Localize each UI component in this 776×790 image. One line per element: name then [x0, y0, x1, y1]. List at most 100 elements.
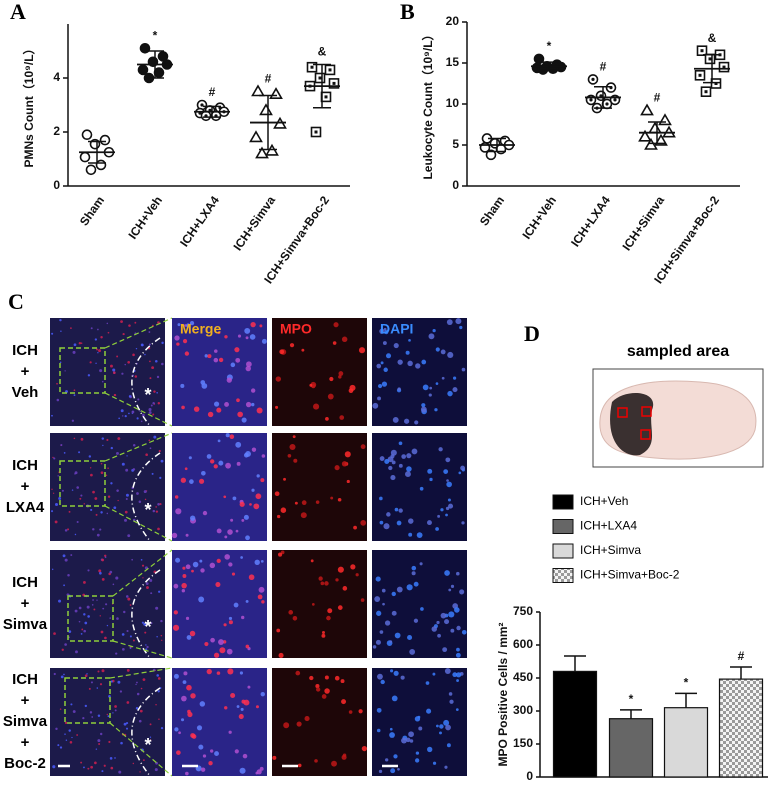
- cell: [385, 353, 392, 359]
- cell: [125, 498, 128, 501]
- cell: [83, 503, 86, 505]
- cell: [119, 690, 123, 693]
- cell: [340, 679, 345, 684]
- cell: [116, 355, 119, 358]
- cell: [80, 632, 83, 635]
- cell: [120, 409, 124, 413]
- cell: [155, 703, 157, 706]
- cell: [261, 600, 265, 604]
- cell: [261, 338, 267, 344]
- cell: [225, 433, 230, 438]
- cell: [337, 566, 344, 573]
- cell: [321, 633, 326, 638]
- cell: [229, 434, 235, 440]
- cell: [383, 367, 388, 372]
- cell: [383, 327, 387, 331]
- cell: [101, 669, 105, 673]
- y-tick-label: 750: [513, 604, 533, 618]
- cell: [289, 443, 296, 451]
- cell: [142, 678, 146, 682]
- marker-dot: [314, 130, 318, 134]
- cell: [152, 509, 156, 513]
- cell: [213, 652, 220, 658]
- cell: [135, 683, 137, 686]
- cell: [64, 529, 68, 532]
- cell: [135, 706, 139, 710]
- cell: [114, 709, 117, 712]
- cell: [123, 610, 126, 614]
- cell: [54, 502, 59, 506]
- y-tick-label: 300: [513, 703, 533, 717]
- error-bar: [540, 61, 558, 72]
- cell: [337, 497, 342, 502]
- legend-label: ICH+Veh: [580, 494, 628, 508]
- cell: [422, 384, 429, 391]
- cell: [159, 503, 162, 506]
- significance-mark: #: [654, 91, 661, 105]
- cell: [184, 351, 190, 356]
- cell: [280, 550, 285, 555]
- data-point: [81, 129, 93, 140]
- cell: [150, 622, 153, 625]
- cell: [444, 668, 451, 674]
- cell: [213, 464, 218, 469]
- cell: [152, 401, 155, 405]
- cell: [332, 341, 337, 345]
- cell: [446, 479, 449, 482]
- cell: [217, 331, 221, 335]
- cell: [149, 377, 152, 380]
- cell: [241, 417, 247, 423]
- cell: [95, 362, 97, 365]
- cell: [132, 762, 135, 765]
- cell: [157, 690, 160, 693]
- cell: [216, 528, 222, 534]
- cell: [96, 533, 100, 537]
- cell: [106, 438, 109, 442]
- cell: [159, 476, 162, 479]
- cell: [127, 597, 131, 601]
- cell: [156, 391, 158, 394]
- cell: [224, 535, 228, 539]
- cell: [279, 349, 285, 355]
- cell: [228, 616, 233, 621]
- cell: [296, 721, 302, 727]
- cell: [404, 418, 410, 424]
- marker-dot: [722, 65, 726, 69]
- cell: [218, 460, 224, 466]
- error-bar: [259, 94, 277, 151]
- cell: [131, 410, 135, 414]
- cell: [93, 608, 96, 611]
- cell: [388, 465, 393, 471]
- y-tick-label: 2: [53, 124, 60, 138]
- cell: [223, 623, 227, 627]
- cell: [236, 705, 240, 708]
- cell: [198, 596, 205, 603]
- cell: [242, 753, 248, 759]
- y-axis-label: MPO Positive Cells / mm²: [496, 622, 510, 766]
- cell: [381, 381, 388, 387]
- cell: [64, 558, 68, 562]
- cell: [253, 503, 260, 510]
- cell: [73, 389, 76, 392]
- zoom-box: [59, 347, 106, 394]
- cell: [376, 707, 382, 713]
- cell: [127, 360, 131, 364]
- row-label: +: [21, 692, 30, 709]
- cell: [210, 637, 215, 643]
- cell: [128, 324, 131, 327]
- cell: [155, 506, 157, 508]
- cell: [191, 569, 194, 573]
- y-tick-label: 20: [446, 14, 460, 28]
- cell: [141, 413, 145, 417]
- cell: [199, 559, 203, 563]
- cell: [421, 359, 427, 365]
- marker-dot: [698, 73, 702, 77]
- cell: [55, 727, 58, 731]
- cell: [398, 508, 403, 513]
- cell: [210, 459, 215, 464]
- cell: [283, 477, 286, 481]
- cell: [58, 599, 62, 603]
- cell: [63, 584, 66, 587]
- y-tick-label: 450: [513, 670, 533, 684]
- cell: [408, 731, 414, 738]
